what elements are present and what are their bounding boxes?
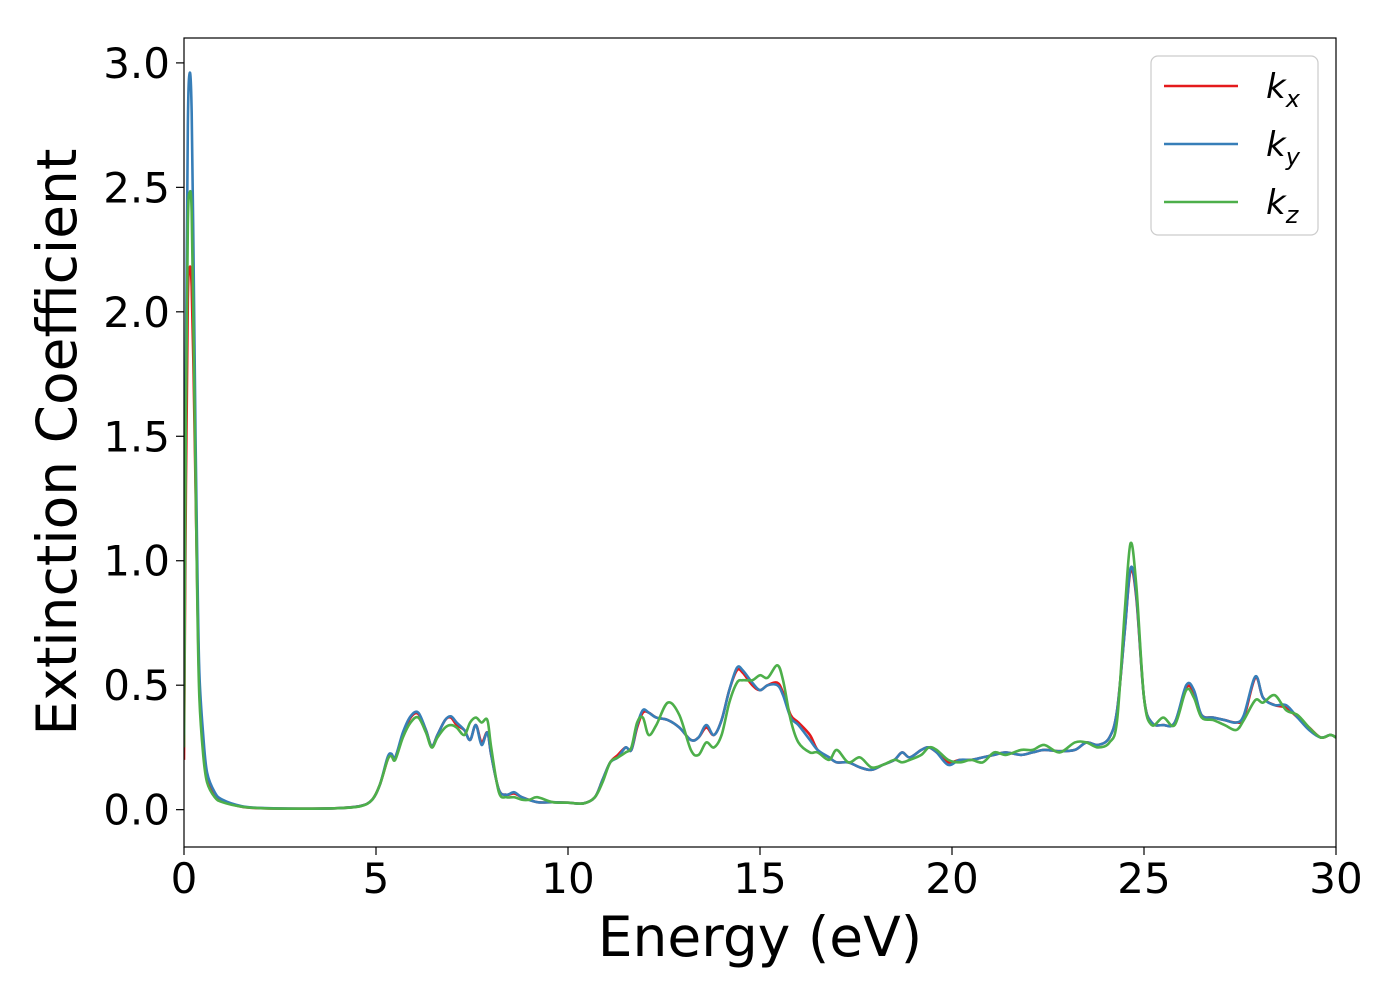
legend-box [1150, 55, 1319, 236]
y-tick-label: 1.5 [103, 412, 170, 461]
y-tick-label: 0.0 [103, 786, 170, 835]
x-tick-label: 5 [363, 854, 390, 903]
x-tick-label: 20 [925, 854, 978, 903]
legend-label-k-x: kx [1266, 67, 1301, 113]
legend: kx ky kz [1150, 55, 1319, 236]
x-axis-label: Energy (eV) [598, 905, 922, 969]
legend-entries: kx ky kz [1164, 67, 1301, 229]
y-tick-label: 3.0 [103, 39, 170, 88]
y-tick-label: 1.0 [103, 537, 170, 586]
series-line-k-z [184, 189, 1336, 810]
y-tick-label: 2.5 [103, 163, 170, 212]
x-tick-label: 10 [541, 854, 594, 903]
x-tick-label: 30 [1309, 854, 1362, 903]
legend-label-k-z: kz [1266, 183, 1300, 229]
legend-label-k-y: ky [1266, 125, 1301, 171]
y-axis-ticks: 0.0 0.5 1.0 1.5 2.0 2.5 3.0 [103, 39, 184, 835]
x-tick-label: 15 [733, 854, 786, 903]
plot-lines [184, 71, 1336, 810]
x-tick-label: 0 [171, 854, 198, 903]
x-tick-label: 25 [1117, 854, 1170, 903]
y-tick-label: 2.0 [103, 288, 170, 337]
x-axis-ticks: 0 5 10 15 20 25 30 [171, 847, 1363, 903]
y-axis-label: Extinction Coefficient [25, 149, 89, 736]
y-tick-label: 0.5 [103, 661, 170, 710]
